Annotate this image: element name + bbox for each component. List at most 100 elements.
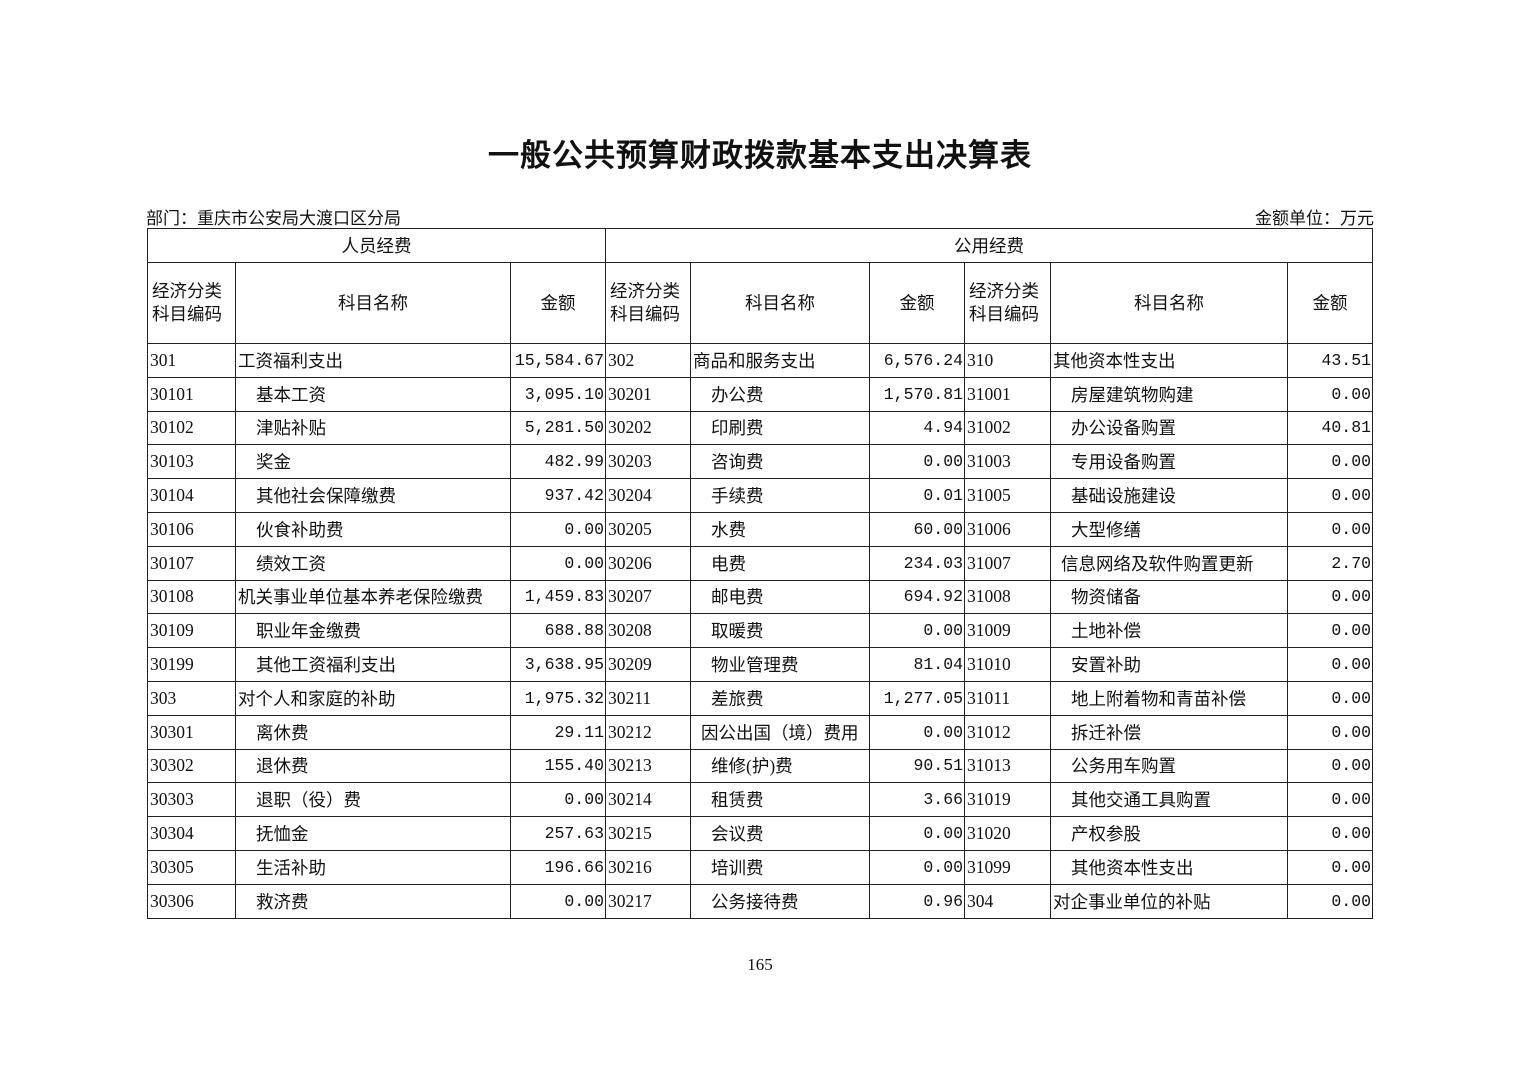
header-name: 科目名称 (235, 262, 511, 344)
item-code: 31001 (964, 376, 1051, 412)
header-name: 科目名称 (690, 262, 870, 344)
item-code: 30208 (605, 613, 691, 649)
item-name: 土地补偿 (1050, 613, 1288, 649)
page-number: 165 (747, 955, 773, 974)
item-amount: 196.66 (510, 849, 606, 885)
item-amount: 0.00 (1287, 714, 1373, 750)
item-amount: 0.00 (1287, 849, 1373, 885)
table-row: 30305 生活补助 196.66 30216 培训费 0.00 31099 其他资本性支出 0… (147, 849, 1373, 885)
item-code: 30301 (147, 714, 236, 750)
item-code: 304 (964, 883, 1051, 919)
item-amount: 0.00 (510, 511, 606, 547)
item-amount: 234.03 (869, 545, 965, 581)
group-personnel: 人员经费 (147, 228, 606, 263)
header-code-line2: 科目编码 (610, 304, 680, 324)
item-code: 30203 (605, 444, 691, 480)
item-code: 31006 (964, 511, 1051, 547)
column-header-row: 经济分类 科目编码 科目名称 金额 经济分类 科目编码 科目名称 金额 经济分类 科目编码 科目名称… (147, 262, 1373, 344)
item-name: 机关事业单位基本养老保险缴费 (235, 579, 511, 615)
item-amount: 3,095.10 (510, 376, 606, 412)
item-code: 30215 (605, 816, 691, 851)
item-code: 30103 (147, 444, 236, 480)
item-code: 30302 (147, 748, 236, 784)
item-amount: 2.70 (1287, 545, 1373, 581)
item-name: 伙食补助费 (235, 511, 511, 547)
header-amount: 金额 (869, 262, 965, 344)
item-code: 30303 (147, 782, 236, 818)
item-amount: 3,638.95 (510, 647, 606, 682)
header-code-line1: 经济分类 (610, 281, 680, 301)
item-name: 水费 (690, 511, 870, 547)
table-row: 301 工资福利支出 15,584.67 302 商品和服务支出 6,576.24 310 其… (147, 343, 1373, 378)
header-code-line1: 经济分类 (969, 281, 1039, 301)
item-amount: 688.88 (510, 613, 606, 649)
item-name: 职业年金缴费 (235, 613, 511, 649)
item-code: 30306 (147, 883, 236, 919)
item-name: 地上附着物和青苗补偿 (1050, 680, 1288, 716)
item-code: 31007 (964, 545, 1051, 581)
item-code: 30199 (147, 647, 236, 682)
item-amount: 1,975.32 (510, 680, 606, 716)
table-row: 30301 离休费 29.11 30212 因公出国（境）费用 0.00 31012 拆迁补偿… (147, 714, 1373, 750)
item-amount: 0.00 (1287, 748, 1373, 784)
item-amount: 482.99 (510, 444, 606, 480)
item-code: 31010 (964, 647, 1051, 682)
item-code: 30209 (605, 647, 691, 682)
item-amount: 0.00 (510, 545, 606, 581)
group-header-row: 人员经费 公用经费 (147, 228, 1373, 263)
item-code: 30204 (605, 478, 691, 513)
item-name: 救济费 (235, 883, 511, 919)
table-row: 303 对个人和家庭的补助 1,975.32 30211 差旅费 1,277.05 3101… (147, 680, 1373, 716)
item-amount: 90.51 (869, 748, 965, 784)
item-amount: 0.01 (869, 478, 965, 513)
header-code: 经济分类 科目编码 (964, 262, 1051, 344)
item-name: 生活补助 (235, 849, 511, 885)
table-row: 30108 机关事业单位基本养老保险缴费 1,459.83 30207 邮电费 694.9… (147, 579, 1373, 615)
item-name: 印刷费 (690, 410, 870, 446)
department-label: 部门：重庆市公安局大渡口区分局 (146, 209, 401, 228)
item-name: 物资储备 (1050, 579, 1288, 615)
item-name: 大型修缮 (1050, 511, 1288, 547)
item-amount: 0.00 (1287, 511, 1373, 547)
item-code: 30202 (605, 410, 691, 446)
item-name: 邮电费 (690, 579, 870, 615)
item-name: 信息网络及软件购置更新 (1050, 545, 1288, 581)
item-amount: 0.00 (1287, 647, 1373, 682)
item-amount: 0.00 (869, 816, 965, 851)
item-code: 30213 (605, 748, 691, 784)
item-name: 公务接待费 (690, 883, 870, 919)
item-code: 30212 (605, 714, 691, 750)
item-name: 其他交通工具购置 (1050, 782, 1288, 818)
item-name: 基本工资 (235, 376, 511, 412)
table-row: 30107 绩效工资 0.00 30206 电费 234.03 31007 信息网络及软件购置… (147, 545, 1373, 581)
item-name: 公务用车购置 (1050, 748, 1288, 784)
item-code: 30217 (605, 883, 691, 919)
page-title: 一般公共预算财政拨款基本支出决算表 (488, 138, 1032, 173)
item-amount: 0.00 (869, 444, 965, 480)
table-row: 30102 津贴补贴 5,281.50 30202 印刷费 4.94 31002 办公设备购置… (147, 410, 1373, 446)
item-name: 差旅费 (690, 680, 870, 716)
item-code: 30206 (605, 545, 691, 581)
table-row: 30103 奖金 482.99 30203 咨询费 0.00 31003 专用设备购置 0.00 (147, 444, 1373, 480)
item-name: 对企事业单位的补贴 (1050, 883, 1288, 919)
item-code: 30106 (147, 511, 236, 547)
item-amount: 0.00 (1287, 816, 1373, 851)
item-amount: 29.11 (510, 714, 606, 750)
item-code: 31099 (964, 849, 1051, 885)
item-name: 其他资本性支出 (1050, 849, 1288, 885)
item-name: 抚恤金 (235, 816, 511, 851)
item-name: 商品和服务支出 (690, 343, 870, 378)
item-name: 维修(护)费 (690, 748, 870, 784)
item-code: 30101 (147, 376, 236, 412)
item-name: 因公出国（境）费用 (690, 714, 870, 750)
table-row: 30304 抚恤金 257.63 30215 会议费 0.00 31020 产权参股 0.00 (147, 816, 1373, 851)
item-name: 其他工资福利支出 (235, 647, 511, 682)
table-row: 30106 伙食补助费 0.00 30205 水费 60.00 31006 大型修缮 0.00 (147, 511, 1373, 547)
item-code: 302 (605, 343, 691, 378)
item-code: 30107 (147, 545, 236, 581)
item-code: 31012 (964, 714, 1051, 750)
item-amount: 0.00 (869, 714, 965, 750)
table-row: 30306 救济费 0.00 30217 公务接待费 0.96 304 对企事业单位的补贴 0.… (147, 883, 1373, 919)
item-amount: 257.63 (510, 816, 606, 851)
item-name: 其他资本性支出 (1050, 343, 1288, 378)
